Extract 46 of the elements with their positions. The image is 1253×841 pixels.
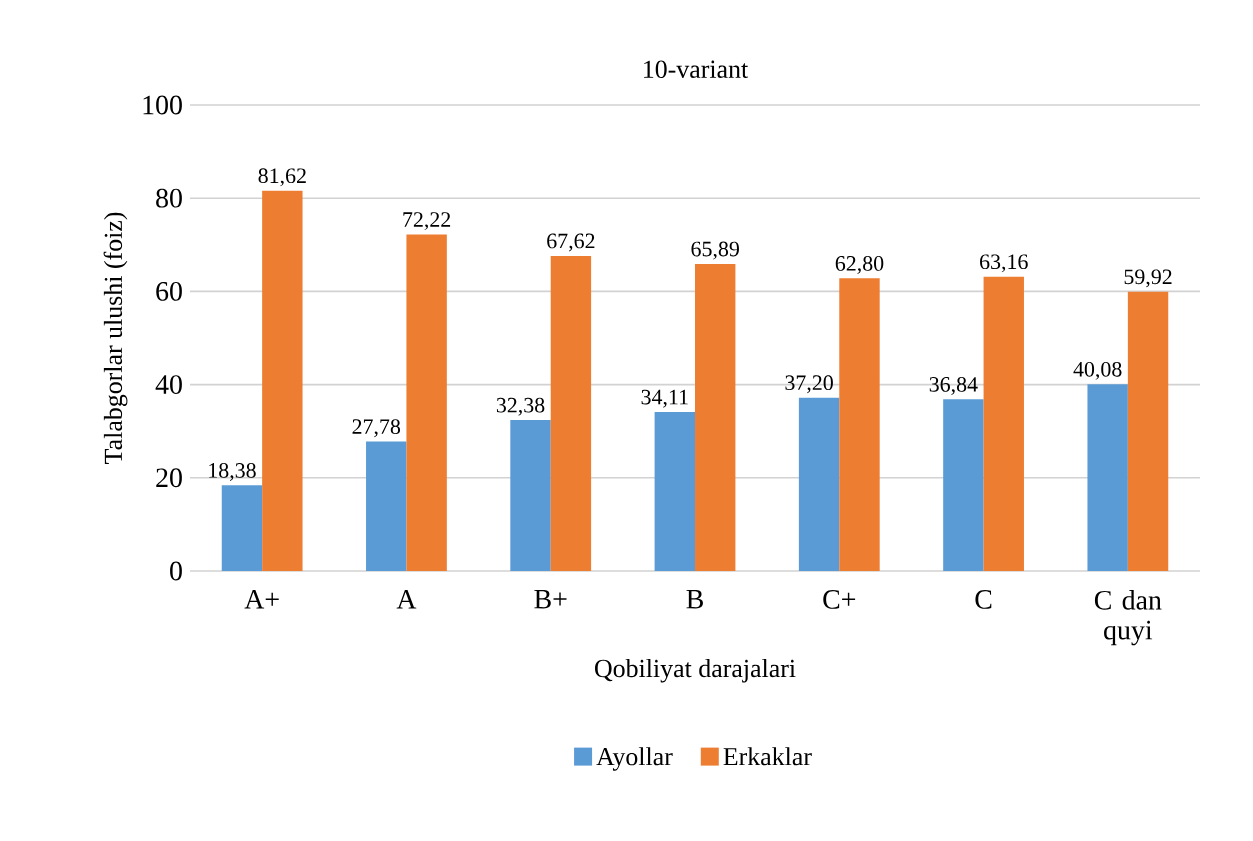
bar: [839, 278, 880, 571]
data-label: 65,89: [691, 241, 739, 260]
y-tick-label: 80: [156, 188, 182, 208]
legend-label: Ayollar: [596, 747, 673, 771]
x-tick-label: A+: [244, 590, 279, 609]
data-label: 67,62: [547, 233, 595, 252]
data-label: 34,11: [641, 389, 688, 408]
data-label: 59,92: [1124, 269, 1172, 288]
x-tick-label: A: [396, 590, 417, 609]
bar: [510, 420, 551, 571]
bar: [1127, 291, 1169, 571]
x-axis-title: Qobiliyat darajalari: [595, 658, 796, 683]
data-label: 62,80: [835, 256, 884, 274]
y-tick-label: 100: [143, 95, 182, 115]
x-tick-label: B: [686, 590, 703, 609]
x-tick-label: B+: [534, 590, 567, 609]
legend-label: Erkaklar: [723, 747, 812, 766]
bar: [798, 397, 840, 571]
data-label: 36,84: [929, 376, 978, 395]
data-label: 81,62: [258, 168, 306, 187]
y-tick-label: 0: [170, 561, 182, 581]
data-label: 18,38: [209, 463, 256, 481]
bar: [695, 263, 736, 571]
bar: [654, 412, 695, 571]
data-label: 72,22: [403, 212, 451, 231]
chart-title: 10-variant: [644, 60, 749, 78]
y-tick-label: 40: [155, 375, 182, 395]
bar: [943, 399, 984, 571]
x-tick-label: C dan quyi: [1094, 590, 1162, 646]
x-tick-label: C: [975, 590, 992, 609]
bar: [983, 276, 1024, 571]
bar: [221, 485, 263, 571]
bar: [366, 441, 407, 571]
y-axis-title: Talabgorlar ulushi (foiz): [103, 212, 128, 464]
data-label: 37,20: [785, 375, 833, 394]
data-label: 40,08: [1073, 361, 1122, 380]
bar: [406, 234, 447, 571]
x-tick-label: C+: [823, 590, 856, 609]
y-tick-label: 60: [156, 281, 182, 301]
data-label: 63,16: [980, 254, 1028, 273]
y-tick-label: 20: [156, 468, 182, 488]
bar: [1087, 384, 1128, 571]
data-label: 27,78: [352, 419, 401, 438]
bar: [550, 255, 592, 571]
bar: [262, 190, 303, 571]
data-label: 32,38: [496, 397, 545, 416]
